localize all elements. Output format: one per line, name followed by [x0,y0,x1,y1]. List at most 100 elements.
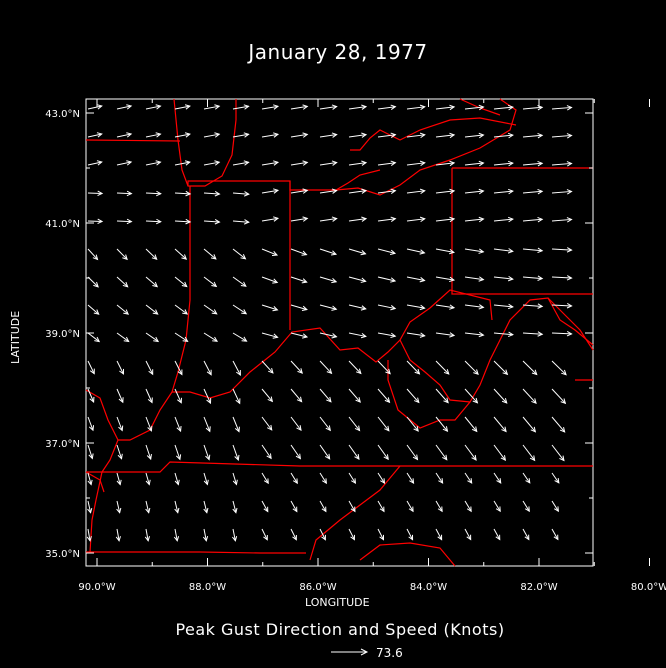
wind-vector [551,332,572,335]
wind-vector-head [326,368,333,375]
wind-vector [493,304,513,308]
wind-vector [290,332,308,338]
wind-vector [406,190,425,194]
wind-vector-head [390,216,397,222]
wind-vector [116,161,132,166]
wind-vector-head [119,368,124,375]
wind-vector [377,360,391,375]
wind-vector-head [301,305,308,312]
wind-vector [522,444,536,461]
wind-vector [87,360,95,374]
wind-vector [290,500,298,512]
wind-vector-head [185,218,192,225]
wind-vector-head [466,534,472,541]
wind-vector-head [449,160,456,167]
wind-vector [261,472,269,484]
wind-vector-head [126,218,133,225]
wind-vector-head [93,309,100,315]
y-tick-label: 35.0°N [45,549,80,560]
wind-vector [261,133,279,138]
wind-vector-head [419,104,426,111]
wind-vector-head [292,534,297,541]
state-boundary-line [173,98,237,187]
wind-vector-head [537,275,544,281]
wind-vector-head [240,254,247,260]
state-boundary-line [171,186,191,393]
wind-vector-head [478,304,485,310]
wind-vector [232,500,237,513]
wind-vector-head [390,305,397,311]
wind-vector [261,105,279,110]
wind-vector [232,332,247,342]
wind-vector-head [524,534,530,541]
wind-vector-head [553,506,559,513]
wind-vector-head [360,277,367,283]
wind-vector [319,218,337,222]
wind-vector [348,528,355,540]
wind-vector [464,360,479,375]
wind-vector [203,276,217,287]
wind-vector [319,248,337,255]
wind-vector [232,220,249,223]
wind-vector-head [266,453,272,460]
wind-vectors [86,104,573,542]
wind-vector-head [145,479,151,486]
wind-vector-head [302,104,309,110]
wind-vector [522,416,536,433]
wind-vector [406,276,425,282]
wind-vector-head [88,453,94,460]
wind-vector-head [355,368,362,375]
wind-vector-head [419,132,426,139]
wind-vector-head [566,161,573,167]
wind-vector-head [408,506,414,513]
wind-vector [406,444,418,460]
wind-vector [464,332,484,336]
y-tick-label: 41.0°N [45,219,80,230]
wind-vector-head [390,104,397,110]
wind-vector [290,360,303,374]
wind-vector [232,444,239,461]
wind-vector-head [271,250,279,256]
wind-vector-head [241,336,248,342]
wind-vector [435,388,449,403]
wind-vector-head [331,188,338,194]
wind-vector-head [321,506,327,513]
wind-vector [87,444,93,459]
wind-vector-head [413,425,419,432]
wind-vector-head [409,478,415,484]
wind-vector-head [126,190,133,197]
wind-vector [493,106,513,110]
wind-vector-head [174,507,180,514]
wind-vector-head [361,104,368,110]
wind-vector-head [390,188,397,194]
wind-vector [116,220,132,223]
state-boundary-line [86,551,306,554]
wind-vector [348,444,360,460]
wind-vector-head [322,478,327,485]
wind-vector-head [331,250,338,256]
wind-vector [116,472,121,485]
wind-vector [435,444,448,461]
wind-vector [261,276,278,283]
wind-vector [145,304,159,315]
wind-vector [377,444,389,460]
wind-vector [290,528,297,540]
wind-vector [377,388,390,403]
wind-vector [261,416,273,431]
wind-vector-head [156,190,162,197]
wind-vector-head [326,396,332,403]
wind-vector-head [331,216,338,222]
wind-vector [348,388,361,403]
wind-vector [435,162,455,166]
wind-vector [377,500,385,512]
wind-vector [203,220,220,223]
wind-vector [290,416,302,431]
wind-vector-head [437,506,443,513]
wind-vector-head [97,190,104,197]
wind-vector [174,161,190,166]
wind-vector-head [361,188,368,194]
wind-vector [522,162,543,166]
wind-vector [377,276,396,282]
wind-vector-head [212,336,219,342]
